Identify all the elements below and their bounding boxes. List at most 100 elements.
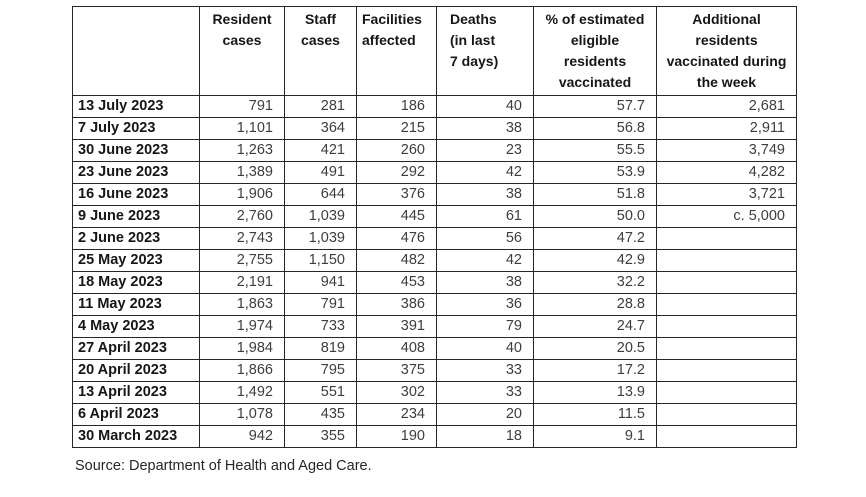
column-header-staff-cases: Staff cases: [284, 6, 357, 96]
table-row: 6 April 2023 1,078 435 234 20 11.5: [72, 403, 797, 426]
value-cell: 375: [356, 359, 437, 382]
value-cell: 364: [284, 117, 357, 140]
value-cell: 2,681: [656, 95, 797, 118]
value-cell: 260: [356, 139, 437, 162]
table-row: 27 April 2023 1,984 819 408 40 20.5: [72, 337, 797, 360]
value-cell: [656, 359, 797, 382]
value-cell: 1,984: [199, 337, 285, 360]
value-cell: [656, 425, 797, 448]
value-cell: 32.2: [533, 271, 657, 294]
value-cell: 42: [436, 161, 534, 184]
value-cell: 1,150: [284, 249, 357, 272]
value-cell: 33: [436, 359, 534, 382]
value-cell: 733: [284, 315, 357, 338]
value-cell: 17.2: [533, 359, 657, 382]
document-page: Resident cases Staff cases Facilities affecte…: [72, 6, 797, 474]
value-cell: 281: [284, 95, 357, 118]
value-cell: 9.1: [533, 425, 657, 448]
value-cell: 819: [284, 337, 357, 360]
value-cell: 51.8: [533, 183, 657, 206]
value-cell: 1,866: [199, 359, 285, 382]
date-cell: 16 June 2023: [72, 183, 200, 206]
value-cell: 3,721: [656, 183, 797, 206]
value-cell: 791: [199, 95, 285, 118]
value-cell: [656, 403, 797, 426]
value-cell: 376: [356, 183, 437, 206]
value-cell: 61: [436, 205, 534, 228]
value-cell: [656, 337, 797, 360]
value-cell: 33: [436, 381, 534, 404]
table-row: 30 March 2023 942 355 190 18 9.1: [72, 425, 797, 448]
value-cell: 56.8: [533, 117, 657, 140]
value-cell: 2,191: [199, 271, 285, 294]
date-cell: 23 June 2023: [72, 161, 200, 184]
value-cell: 36: [436, 293, 534, 316]
value-cell: [656, 227, 797, 250]
value-cell: 1,863: [199, 293, 285, 316]
table-row: 11 May 2023 1,863 791 386 36 28.8: [72, 293, 797, 316]
value-cell: 551: [284, 381, 357, 404]
value-cell: 79: [436, 315, 534, 338]
date-cell: 13 July 2023: [72, 95, 200, 118]
value-cell: 215: [356, 117, 437, 140]
value-cell: 1,906: [199, 183, 285, 206]
value-cell: 38: [436, 271, 534, 294]
column-header-pct-eligible-residents-vaccinated: % of estimated eligible residents vaccinate…: [533, 6, 657, 96]
value-cell: 24.7: [533, 315, 657, 338]
value-cell: 50.0: [533, 205, 657, 228]
value-cell: 476: [356, 227, 437, 250]
value-cell: 190: [356, 425, 437, 448]
table-row: 23 June 2023 1,389 491 292 42 53.9 4,282: [72, 161, 797, 184]
value-cell: 1,039: [284, 227, 357, 250]
value-cell: 55.5: [533, 139, 657, 162]
table-body: 13 July 2023 791 281 186 40 57.7 2,681 7 July 2…: [72, 95, 797, 448]
table-row: 13 April 2023 1,492 551 302 33 13.9: [72, 381, 797, 404]
column-header-date: [72, 6, 200, 96]
date-cell: 11 May 2023: [72, 293, 200, 316]
value-cell: 445: [356, 205, 437, 228]
value-cell: 186: [356, 95, 437, 118]
value-cell: 13.9: [533, 381, 657, 404]
value-cell: 47.2: [533, 227, 657, 250]
value-cell: [656, 249, 797, 272]
value-cell: 302: [356, 381, 437, 404]
table-row: 4 May 2023 1,974 733 391 79 24.7: [72, 315, 797, 338]
value-cell: 421: [284, 139, 357, 162]
value-cell: 53.9: [533, 161, 657, 184]
table-row: 25 May 2023 2,755 1,150 482 42 42.9: [72, 249, 797, 272]
value-cell: 795: [284, 359, 357, 382]
table-row: 16 June 2023 1,906 644 376 38 51.8 3,721: [72, 183, 797, 206]
date-cell: 6 April 2023: [72, 403, 200, 426]
value-cell: 234: [356, 403, 437, 426]
date-cell: 30 June 2023: [72, 139, 200, 162]
date-cell: 4 May 2023: [72, 315, 200, 338]
value-cell: 11.5: [533, 403, 657, 426]
value-cell: 482: [356, 249, 437, 272]
value-cell: 42.9: [533, 249, 657, 272]
value-cell: 23: [436, 139, 534, 162]
date-cell: 25 May 2023: [72, 249, 200, 272]
date-cell: 20 April 2023: [72, 359, 200, 382]
value-cell: 408: [356, 337, 437, 360]
value-cell: 42: [436, 249, 534, 272]
value-cell: [656, 315, 797, 338]
column-header-facilities-affected: Facilities affected: [356, 6, 437, 96]
value-cell: 1,492: [199, 381, 285, 404]
value-cell: 1,263: [199, 139, 285, 162]
value-cell: 20: [436, 403, 534, 426]
source-note: Source: Department of Health and Aged Ca…: [75, 458, 372, 474]
value-cell: 57.7: [533, 95, 657, 118]
value-cell: 1,039: [284, 205, 357, 228]
value-cell: 1,078: [199, 403, 285, 426]
value-cell: 453: [356, 271, 437, 294]
value-cell: 491: [284, 161, 357, 184]
value-cell: 2,911: [656, 117, 797, 140]
value-cell: [656, 271, 797, 294]
value-cell: 292: [356, 161, 437, 184]
value-cell: 18: [436, 425, 534, 448]
value-cell: 941: [284, 271, 357, 294]
table-row: 18 May 2023 2,191 941 453 38 32.2: [72, 271, 797, 294]
value-cell: c. 5,000: [656, 205, 797, 228]
date-cell: 9 June 2023: [72, 205, 200, 228]
value-cell: 942: [199, 425, 285, 448]
